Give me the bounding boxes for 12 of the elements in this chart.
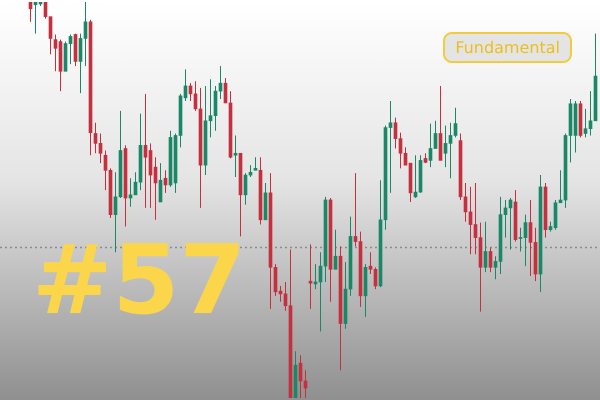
candlestick [488, 247, 492, 273]
candlestick [254, 156, 258, 171]
candlestick [334, 229, 338, 270]
candlestick [234, 134, 238, 178]
candlestick [424, 152, 428, 164]
candlestick [158, 162, 162, 202]
candlestick [484, 221, 488, 273]
candlestick [164, 170, 168, 194]
annotation: Fundamental [443, 32, 572, 63]
annotation: #57 [32, 224, 246, 336]
candlestick [308, 244, 312, 310]
candlestick [28, 2, 32, 22]
